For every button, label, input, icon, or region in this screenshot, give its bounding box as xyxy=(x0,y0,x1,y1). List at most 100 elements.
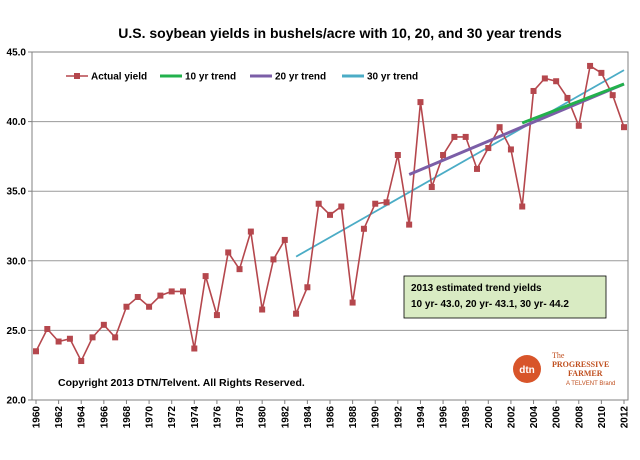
trend-note-line1: 2013 estimated trend yields xyxy=(411,283,542,294)
chart-legend: Actual yield 10 yr trend 20 yr trend 30 yr … xyxy=(66,72,418,83)
data-point xyxy=(66,335,73,342)
legend-item-10-yr-trend: 10 yr trend xyxy=(160,72,236,83)
data-point xyxy=(236,266,243,273)
legend-item-20-yr-trend: 20 yr trend xyxy=(250,72,326,83)
data-point xyxy=(123,303,130,310)
x-tick-label: 1976 xyxy=(212,406,223,429)
data-point xyxy=(575,122,582,129)
data-point xyxy=(338,203,345,210)
x-tick-label: 1980 xyxy=(258,406,269,429)
dtn-badge-text: dtn xyxy=(519,365,535,376)
legend-marker xyxy=(74,73,80,79)
legend-label: 20 yr trend xyxy=(275,72,326,83)
plot-area-frame xyxy=(31,51,629,401)
data-point xyxy=(89,334,96,341)
data-point xyxy=(541,75,548,82)
data-point xyxy=(406,221,413,228)
data-point xyxy=(191,345,198,352)
x-tick-label: 1996 xyxy=(439,406,450,429)
data-point xyxy=(55,338,62,345)
x-tick-label: 2010 xyxy=(597,406,608,429)
series-line-30-yr-trend xyxy=(295,69,625,258)
data-point xyxy=(213,312,220,319)
data-point xyxy=(496,124,503,131)
data-point xyxy=(394,152,401,159)
data-point xyxy=(349,299,356,306)
logo-line1: The xyxy=(552,351,565,360)
data-point xyxy=(598,69,605,76)
data-point xyxy=(202,273,209,280)
y-tick-label: 35.0 xyxy=(7,187,27,198)
legend-label: Actual yield xyxy=(91,72,147,83)
x-tick-label: 1966 xyxy=(99,406,110,429)
x-tick-label: 1986 xyxy=(326,406,337,429)
data-point xyxy=(304,284,311,291)
data-point xyxy=(428,184,435,191)
x-tick-label: 1984 xyxy=(303,406,314,429)
data-point xyxy=(530,87,537,94)
legend-label: 10 yr trend xyxy=(185,72,236,83)
dtn-progressive-farmer-logo: dtn The PROGRESSIVE FARMER A TELVENT Bra… xyxy=(513,351,615,387)
x-axis-ticks: 1960 1962 1964 1966 1968 1970 1972 1974 1976 1978… xyxy=(32,400,631,428)
data-point xyxy=(417,99,424,106)
y-tick-label: 20.0 xyxy=(7,396,27,407)
chart-title: U.S. soybean yields in bushels/acre with… xyxy=(118,25,562,41)
data-point xyxy=(168,288,175,295)
x-tick-label: 1972 xyxy=(167,406,178,429)
data-point xyxy=(474,165,480,172)
x-tick-label: 1960 xyxy=(32,406,43,429)
data-point xyxy=(553,78,560,85)
data-point xyxy=(519,203,526,210)
x-tick-label: 2008 xyxy=(574,406,585,429)
data-point xyxy=(507,146,514,153)
data-point xyxy=(270,256,277,263)
data-point xyxy=(281,236,288,243)
legend-item-actual-yield: Actual yield xyxy=(66,72,147,83)
data-point xyxy=(564,94,571,101)
data-point xyxy=(247,228,254,235)
data-point xyxy=(146,303,153,310)
logo-line2: PROGRESSIVE xyxy=(552,360,609,369)
legend-label: 30 yr trend xyxy=(367,72,418,83)
y-tick-label: 25.0 xyxy=(7,326,27,337)
x-tick-label: 1974 xyxy=(190,406,201,429)
x-tick-label: 2000 xyxy=(484,406,495,429)
x-tick-label: 1988 xyxy=(348,406,359,429)
data-point xyxy=(225,249,232,256)
data-point xyxy=(327,211,333,218)
x-tick-label: 1978 xyxy=(235,406,246,429)
data-point xyxy=(440,152,447,159)
data-point xyxy=(293,310,300,317)
data-point xyxy=(259,306,266,313)
x-tick-label: 1968 xyxy=(122,406,133,429)
x-tick-label: 1994 xyxy=(416,406,427,429)
data-point xyxy=(587,62,594,69)
data-point xyxy=(134,293,141,300)
data-point xyxy=(44,326,51,333)
x-tick-label: 1970 xyxy=(145,406,156,429)
data-point xyxy=(112,334,119,341)
x-tick-label: 1962 xyxy=(54,406,65,429)
grid-layer xyxy=(32,51,628,401)
x-tick-label: 1998 xyxy=(461,406,472,429)
x-tick-label: 2002 xyxy=(506,406,517,429)
data-point xyxy=(485,145,492,152)
y-tick-label: 30.0 xyxy=(7,256,27,267)
x-tick-label: 2004 xyxy=(529,406,540,429)
logo-line4: A TELVENT Brand xyxy=(566,381,615,387)
x-tick-label: 1992 xyxy=(393,406,404,429)
data-point xyxy=(609,92,616,99)
series-layer xyxy=(33,62,627,365)
series-line-10-yr-trend xyxy=(521,82,625,125)
data-point xyxy=(451,133,458,140)
data-point xyxy=(33,348,39,355)
y-tick-label: 45.0 xyxy=(7,48,27,59)
y-tick-label: 40.0 xyxy=(7,117,27,128)
logo-line3: FARMER xyxy=(568,369,603,378)
dtn-badge-icon xyxy=(513,355,541,383)
data-point xyxy=(315,200,322,207)
data-point xyxy=(157,292,164,299)
x-tick-label: 1982 xyxy=(280,406,291,429)
